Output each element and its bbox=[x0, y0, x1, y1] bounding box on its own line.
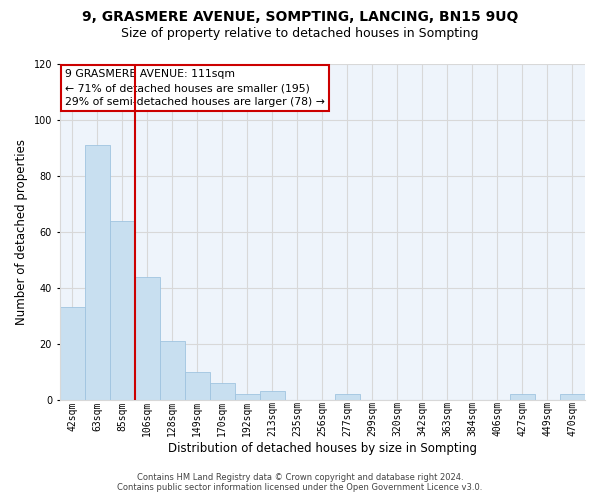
Text: 9, GRASMERE AVENUE, SOMPTING, LANCING, BN15 9UQ: 9, GRASMERE AVENUE, SOMPTING, LANCING, B… bbox=[82, 10, 518, 24]
Bar bbox=[59, 308, 85, 400]
Text: Size of property relative to detached houses in Sompting: Size of property relative to detached ho… bbox=[121, 28, 479, 40]
Text: 9 GRASMERE AVENUE: 111sqm
← 71% of detached houses are smaller (195)
29% of semi: 9 GRASMERE AVENUE: 111sqm ← 71% of detac… bbox=[65, 69, 325, 107]
Bar bbox=[560, 394, 585, 400]
Bar bbox=[185, 372, 210, 400]
Bar bbox=[85, 145, 110, 400]
Bar bbox=[160, 341, 185, 400]
Bar bbox=[510, 394, 535, 400]
Bar bbox=[135, 276, 160, 400]
Bar bbox=[335, 394, 360, 400]
Text: Contains HM Land Registry data © Crown copyright and database right 2024.
Contai: Contains HM Land Registry data © Crown c… bbox=[118, 473, 482, 492]
Bar bbox=[235, 394, 260, 400]
Bar bbox=[260, 392, 285, 400]
Y-axis label: Number of detached properties: Number of detached properties bbox=[15, 139, 28, 325]
Bar bbox=[210, 383, 235, 400]
X-axis label: Distribution of detached houses by size in Sompting: Distribution of detached houses by size … bbox=[168, 442, 477, 455]
Bar bbox=[110, 220, 135, 400]
